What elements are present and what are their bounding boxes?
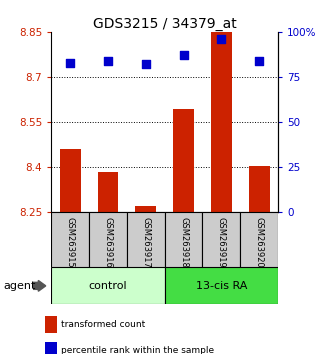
Text: 13-cis RA: 13-cis RA	[196, 281, 247, 291]
Bar	[165, 267, 278, 304]
Text: transformed count: transformed count	[62, 320, 146, 330]
Bar	[45, 342, 57, 354]
Point	[181, 52, 186, 58]
Text: GSM263919: GSM263919	[217, 217, 226, 268]
Bar	[240, 212, 278, 267]
Bar	[249, 166, 269, 212]
Bar	[98, 172, 118, 212]
Text: GSM263916: GSM263916	[104, 217, 113, 268]
Point	[68, 60, 73, 65]
Bar	[127, 212, 165, 267]
Text: GSM263920: GSM263920	[255, 217, 264, 268]
Bar	[203, 212, 240, 267]
Bar	[45, 316, 57, 333]
Bar	[211, 26, 232, 212]
Bar	[89, 212, 127, 267]
Bar	[51, 212, 89, 267]
Title: GDS3215 / 34379_at: GDS3215 / 34379_at	[93, 17, 237, 31]
Bar	[173, 109, 194, 212]
Text: agent: agent	[3, 281, 36, 291]
Text: percentile rank within the sample: percentile rank within the sample	[62, 346, 214, 354]
Point	[105, 58, 111, 64]
Bar	[51, 267, 165, 304]
Bar	[135, 206, 156, 212]
Bar	[60, 149, 80, 212]
Point	[219, 36, 224, 42]
Text: GSM263918: GSM263918	[179, 217, 188, 268]
Bar	[165, 212, 203, 267]
Text: control: control	[89, 281, 127, 291]
FancyArrow shape	[33, 280, 46, 291]
Point	[257, 58, 262, 64]
Text: GSM263917: GSM263917	[141, 217, 150, 268]
Text: GSM263915: GSM263915	[66, 217, 75, 268]
Point	[143, 62, 148, 67]
